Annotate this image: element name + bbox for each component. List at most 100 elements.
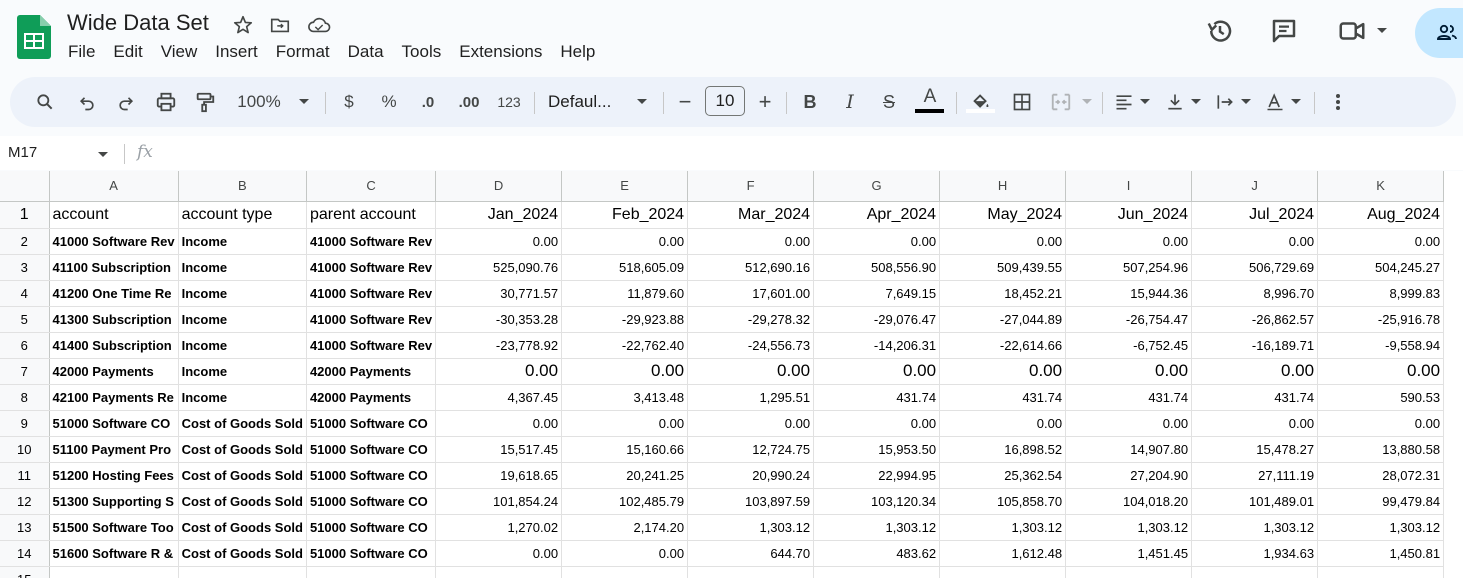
- cell[interactable]: 41000 Software Rev: [306, 332, 437, 359]
- font-size-input[interactable]: 10: [705, 86, 745, 116]
- cell[interactable]: 0.00: [561, 228, 689, 255]
- header-cell[interactable]: parent account: [306, 201, 437, 229]
- header-cell[interactable]: Aug_2024: [1317, 201, 1445, 229]
- cell[interactable]: 0.00: [561, 540, 689, 567]
- cell[interactable]: Cost of Goods Sold: [178, 540, 307, 567]
- cell[interactable]: 0.00: [1065, 358, 1193, 385]
- cell[interactable]: 51300 Supporting S: [49, 488, 179, 515]
- text-wrapping-button[interactable]: [1212, 77, 1238, 127]
- menu-view[interactable]: View: [160, 42, 198, 61]
- cell[interactable]: 8,996.70: [1191, 280, 1319, 307]
- row-number[interactable]: 10: [0, 436, 50, 463]
- cell[interactable]: 19,618.65: [435, 462, 563, 489]
- more-options-button[interactable]: [1326, 77, 1350, 127]
- row-number[interactable]: 9: [0, 410, 50, 437]
- cell[interactable]: -24,556.73: [687, 332, 815, 359]
- row-number[interactable]: 1: [0, 201, 50, 229]
- version-history-icon[interactable]: [1205, 16, 1235, 46]
- print-button[interactable]: [151, 77, 181, 127]
- cell[interactable]: 0.00: [1065, 410, 1193, 437]
- cell[interactable]: 0.00: [813, 228, 941, 255]
- star-icon[interactable]: [232, 14, 254, 36]
- cell[interactable]: 41200 One Time Re: [49, 280, 179, 307]
- cell[interactable]: [1191, 566, 1319, 578]
- cell[interactable]: 483.62: [813, 540, 941, 567]
- cell[interactable]: 42000 Payments: [306, 358, 437, 385]
- cell[interactable]: 51600 Software R &: [49, 540, 179, 567]
- cell[interactable]: -25,916.78: [1317, 306, 1445, 333]
- cell[interactable]: 1,612.48: [939, 540, 1067, 567]
- cell[interactable]: 431.74: [813, 384, 941, 411]
- cell[interactable]: 51200 Hosting Fees: [49, 462, 179, 489]
- cell[interactable]: -29,076.47: [813, 306, 941, 333]
- cell[interactable]: 101,489.01: [1191, 488, 1319, 515]
- cell[interactable]: -6,752.45: [1065, 332, 1193, 359]
- cell[interactable]: -22,762.40: [561, 332, 689, 359]
- cell[interactable]: 51000 Software CO: [49, 410, 179, 437]
- cell[interactable]: 101,854.24: [435, 488, 563, 515]
- cell[interactable]: 506,729.69: [1191, 254, 1319, 281]
- cell[interactable]: 431.74: [1065, 384, 1193, 411]
- cell[interactable]: [306, 566, 437, 578]
- merge-dropdown-icon[interactable]: [1081, 97, 1093, 107]
- cell[interactable]: 1,303.12: [1065, 514, 1193, 541]
- cell[interactable]: 104,018.20: [1065, 488, 1193, 515]
- cell[interactable]: 12,724.75: [687, 436, 815, 463]
- name-box[interactable]: M17: [8, 144, 38, 161]
- row-number[interactable]: 7: [0, 358, 50, 385]
- header-cell[interactable]: account: [49, 201, 179, 229]
- cell[interactable]: 42100 Payments Re: [49, 384, 179, 411]
- cell[interactable]: -22,614.66: [939, 332, 1067, 359]
- cell[interactable]: 42000 Payments: [49, 358, 179, 385]
- cell[interactable]: 0.00: [561, 410, 689, 437]
- header-cell[interactable]: Jun_2024: [1065, 201, 1193, 229]
- cell[interactable]: 2,174.20: [561, 514, 689, 541]
- document-title[interactable]: Wide Data Set: [67, 10, 209, 35]
- header-cell[interactable]: May_2024: [939, 201, 1067, 229]
- zoom-dropdown-icon[interactable]: [298, 97, 310, 107]
- cell[interactable]: 0.00: [435, 540, 563, 567]
- text-rotation-button[interactable]: [1262, 77, 1288, 127]
- vertical-align-button[interactable]: [1162, 77, 1188, 127]
- cell[interactable]: 1,451.45: [1065, 540, 1193, 567]
- vertical-align-dropdown-icon[interactable]: [1190, 97, 1202, 107]
- name-box-dropdown-icon[interactable]: [97, 151, 109, 159]
- cell[interactable]: 30,771.57: [435, 280, 563, 307]
- column-header[interactable]: A: [49, 171, 179, 202]
- cell[interactable]: [1317, 566, 1445, 578]
- cell[interactable]: Income: [178, 332, 307, 359]
- row-number[interactable]: 3: [0, 254, 50, 281]
- cell[interactable]: -23,778.92: [435, 332, 563, 359]
- column-header[interactable]: G: [813, 171, 941, 202]
- cell[interactable]: 15,478.27: [1191, 436, 1319, 463]
- merge-cells-button[interactable]: [1046, 77, 1076, 127]
- format-percent-button[interactable]: %: [381, 92, 397, 111]
- cell[interactable]: 11,879.60: [561, 280, 689, 307]
- cell[interactable]: 1,303.12: [813, 514, 941, 541]
- undo-button[interactable]: [72, 77, 102, 127]
- row-number[interactable]: 8: [0, 384, 50, 411]
- cell[interactable]: 17,601.00: [687, 280, 815, 307]
- cell[interactable]: 13,880.58: [1317, 436, 1445, 463]
- row-number[interactable]: 6: [0, 332, 50, 359]
- select-all-corner[interactable]: [0, 171, 50, 202]
- cell[interactable]: 1,303.12: [939, 514, 1067, 541]
- cell[interactable]: 20,990.24: [687, 462, 815, 489]
- cell[interactable]: -9,558.94: [1317, 332, 1445, 359]
- column-header[interactable]: B: [178, 171, 307, 202]
- cell[interactable]: 0.00: [813, 358, 941, 385]
- column-header[interactable]: E: [561, 171, 689, 202]
- meet-video-icon[interactable]: [1337, 16, 1367, 46]
- cell[interactable]: 644.70: [687, 540, 815, 567]
- column-header[interactable]: H: [939, 171, 1067, 202]
- cell[interactable]: 41400 Subscription: [49, 332, 179, 359]
- cell[interactable]: [561, 566, 689, 578]
- cell[interactable]: 0.00: [813, 410, 941, 437]
- search-menus-button[interactable]: [30, 77, 60, 127]
- bold-button[interactable]: B: [803, 91, 817, 112]
- cell[interactable]: 16,898.52: [939, 436, 1067, 463]
- cell[interactable]: 518,605.09: [561, 254, 689, 281]
- cell[interactable]: 1,303.12: [1191, 514, 1319, 541]
- cell[interactable]: 41000 Software Rev: [306, 228, 437, 255]
- decrease-decimal-button[interactable]: .0: [421, 93, 435, 111]
